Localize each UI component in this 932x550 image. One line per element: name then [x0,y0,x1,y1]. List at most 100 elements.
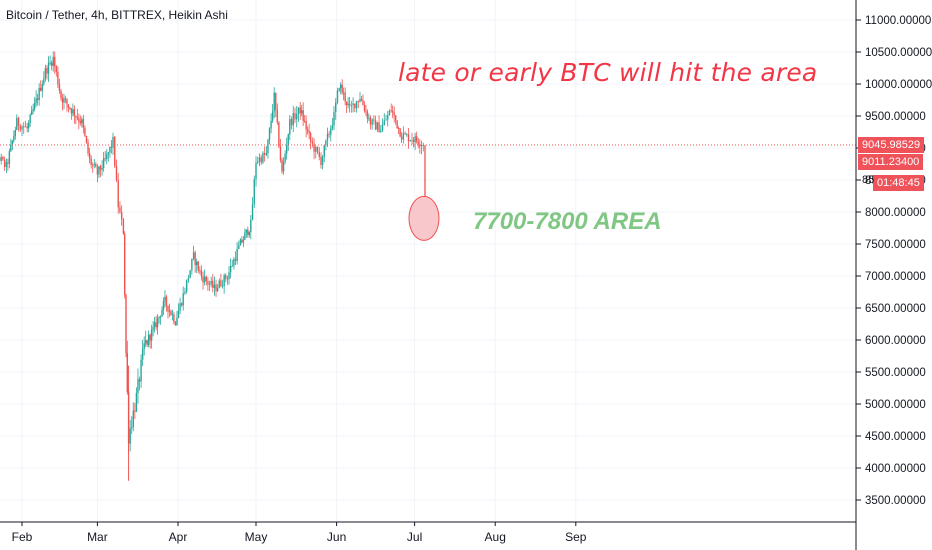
candle-body [114,136,116,166]
y-tick-label: 10500.00000 [865,47,932,59]
candle-body [170,310,172,315]
candle-body [414,136,416,143]
candle-body [282,162,285,172]
candle-body [66,99,68,105]
candle-body [33,102,36,110]
x-tick-label: Aug [485,530,506,544]
candle-body [35,98,37,103]
candle-body [273,92,275,112]
candle-body [404,133,406,135]
candle-body [350,105,353,106]
candle-body [215,284,217,292]
candle-body [275,92,277,110]
candle-body [73,109,76,117]
candle-body [46,68,48,74]
candle-body [144,340,147,344]
candle-body [137,379,139,394]
candle-series [0,51,424,481]
candle-body [355,101,358,109]
candle-body [238,245,240,249]
candle-body [387,115,389,120]
candle-body [182,293,184,306]
candle-body [41,84,43,91]
candle-body [189,270,191,278]
candle-body [326,133,329,141]
candle-body [383,120,385,125]
candle-body [171,314,174,316]
candle-body [29,115,31,123]
candle-body [79,121,82,124]
candle-body [10,144,12,152]
candle-body [82,119,85,128]
candle-body [299,107,301,114]
price-axis[interactable]: 3500.00000 4000.00000 4500.00000 5000.00000… [855,0,932,550]
candle-body [409,140,411,142]
candle-body [331,125,334,129]
candle-body [381,124,384,131]
y-tick-label: 11000.00000 [865,15,931,27]
candle-body [132,410,134,428]
candle-body [49,62,51,64]
candle-body [63,98,65,103]
target-area-circle [408,195,440,241]
candle-body [320,156,322,166]
candle-body [284,153,286,163]
candle-body [260,157,262,163]
candle-body [292,113,294,126]
candle-body [141,348,144,360]
partial-tick-label: 85 [862,174,875,186]
candle-body [407,134,410,142]
candle-body [156,318,159,328]
candle-body [366,111,369,119]
x-tick-label: Jun [327,530,346,544]
candle-body [378,122,380,133]
candle-body [221,285,224,287]
candle-body [40,87,42,91]
candle-body [347,103,349,106]
candle-body [78,118,80,122]
candle-body [150,329,153,341]
candle-body [122,219,125,235]
candle-body [253,179,255,205]
candle-body [278,122,280,147]
candle-body [102,158,105,169]
candle-body [119,207,121,213]
candle-body [255,162,257,180]
candle-body [396,120,398,129]
candle-body [185,279,188,292]
candle-body [19,126,21,130]
candle-body [3,159,6,167]
candle-body [95,164,97,168]
candle-body [296,114,298,120]
candle-body [52,56,54,67]
candle-body [335,102,337,113]
candle-body [303,120,306,122]
annotation-target-area: 7700-7800 AREA [473,208,662,235]
candle-body [241,239,243,243]
y-tick-label: 7000.00000 [865,271,926,283]
chart-overlay [0,144,856,241]
candle-body [368,117,370,119]
candle-body [191,259,193,271]
candle-body [294,113,296,120]
candle-body [81,119,83,124]
time-axis[interactable]: Feb Mar Apr May Jun Jul Aug Sep [0,521,856,544]
candle-body [38,87,40,100]
second-price-tag: 9011.23400 [858,154,924,170]
candle-body [54,56,56,67]
candle-body [173,314,175,323]
candle-body [242,239,245,243]
x-tick-label: Sep [565,530,587,544]
candle-body [125,294,127,353]
candle-body [11,140,14,145]
candle-body [210,280,212,285]
candle-body [276,109,279,123]
candle-body [72,109,74,114]
candle-body [359,99,361,102]
candle-body [344,92,346,102]
candle-body [271,111,274,121]
candle-body [32,109,34,111]
candle-body [208,284,211,285]
candle-body [373,119,375,121]
candle-body [233,258,235,266]
